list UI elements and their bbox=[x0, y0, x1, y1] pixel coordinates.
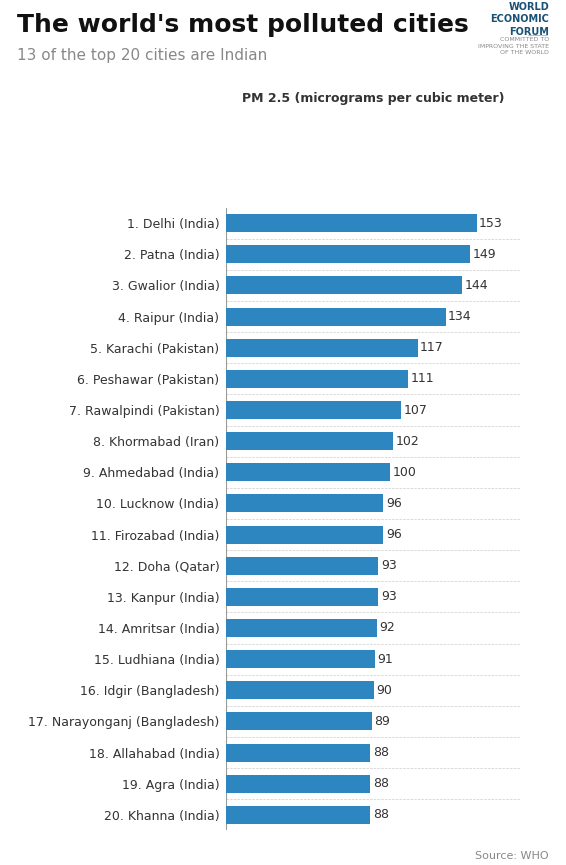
Text: WORLD
ECONOMIC
FORUM: WORLD ECONOMIC FORUM bbox=[490, 2, 549, 36]
Text: Source: WHO: Source: WHO bbox=[475, 850, 549, 861]
Bar bbox=[226, 401, 401, 419]
Bar bbox=[226, 526, 383, 543]
Bar bbox=[226, 246, 470, 263]
Bar bbox=[226, 619, 377, 637]
Bar bbox=[226, 682, 374, 699]
Text: 93: 93 bbox=[381, 590, 397, 604]
Bar bbox=[226, 775, 370, 792]
Text: 92: 92 bbox=[379, 621, 395, 635]
Bar bbox=[226, 215, 477, 232]
Text: 134: 134 bbox=[448, 310, 471, 324]
Text: ———: ——— bbox=[528, 32, 549, 38]
Text: 111: 111 bbox=[410, 372, 434, 386]
Bar bbox=[226, 557, 379, 574]
Bar bbox=[226, 588, 379, 606]
Text: 153: 153 bbox=[479, 216, 503, 230]
Text: 96: 96 bbox=[386, 528, 401, 541]
Bar bbox=[226, 277, 462, 294]
Text: 88: 88 bbox=[373, 746, 389, 759]
Bar bbox=[226, 308, 445, 325]
Text: 93: 93 bbox=[381, 559, 397, 573]
Text: 88: 88 bbox=[373, 808, 389, 822]
Text: 144: 144 bbox=[464, 279, 488, 292]
Text: 91: 91 bbox=[378, 652, 393, 666]
Bar bbox=[226, 495, 383, 512]
Text: 13 of the top 20 cities are Indian: 13 of the top 20 cities are Indian bbox=[17, 48, 267, 62]
Text: 107: 107 bbox=[404, 403, 428, 417]
Text: 96: 96 bbox=[386, 497, 401, 510]
Text: 102: 102 bbox=[396, 434, 419, 448]
Text: 117: 117 bbox=[420, 341, 444, 355]
Text: PM 2.5 (micrograms per cubic meter): PM 2.5 (micrograms per cubic meter) bbox=[242, 92, 505, 105]
Text: 89: 89 bbox=[374, 714, 390, 728]
Bar bbox=[226, 744, 370, 761]
Text: COMMITTED TO
IMPROVING THE STATE
OF THE WORLD: COMMITTED TO IMPROVING THE STATE OF THE … bbox=[478, 37, 549, 55]
Bar bbox=[226, 650, 375, 668]
Bar bbox=[226, 370, 408, 388]
Bar bbox=[226, 339, 418, 356]
Text: 88: 88 bbox=[373, 777, 389, 791]
Bar bbox=[226, 432, 393, 450]
Text: 100: 100 bbox=[392, 465, 416, 479]
Text: 90: 90 bbox=[376, 683, 392, 697]
Text: The world's most polluted cities: The world's most polluted cities bbox=[17, 13, 469, 37]
Bar bbox=[226, 713, 372, 730]
Bar bbox=[226, 464, 390, 481]
Bar bbox=[226, 806, 370, 823]
Text: 149: 149 bbox=[473, 247, 496, 261]
